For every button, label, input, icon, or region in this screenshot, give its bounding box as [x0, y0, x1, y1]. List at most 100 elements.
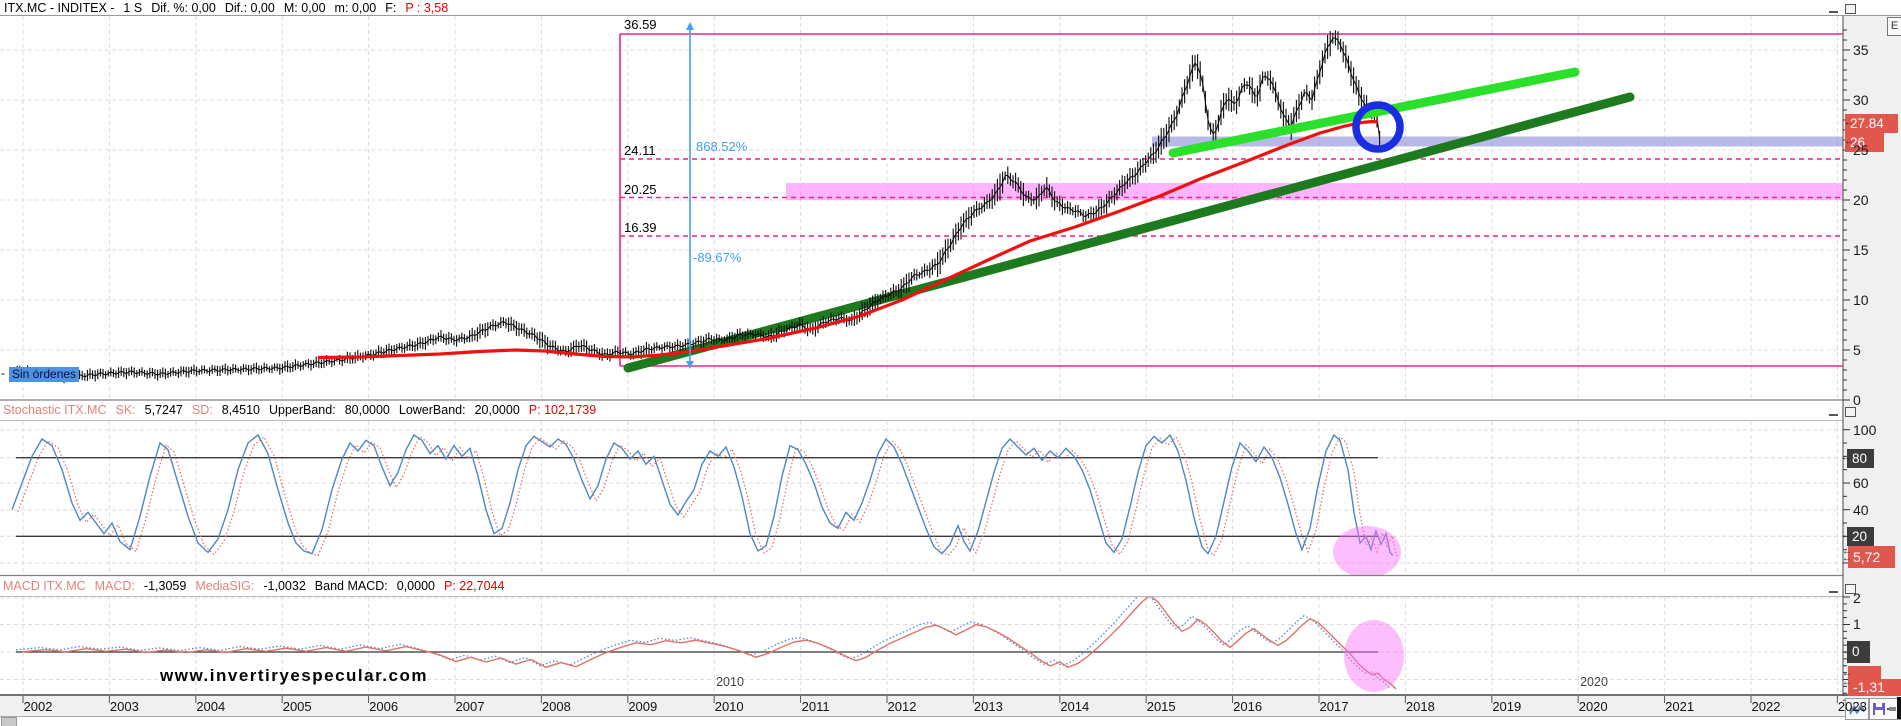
stoch-header-segment: UpperBand: — [268, 403, 336, 417]
minimize-icon[interactable] — [1829, 591, 1838, 593]
measure-down-percent: -89.67% — [693, 250, 742, 265]
stoch-current-badge: 5,72 — [1848, 546, 1895, 568]
watermark: www.invertiryespecular.com — [160, 666, 428, 685]
stoch-header-segment: 8,4510 — [221, 403, 260, 417]
save-layout-button[interactable] — [1869, 698, 1901, 720]
stoch-header-segment: SK: — [115, 403, 136, 417]
x-axis-year-label: 2012 — [887, 699, 917, 714]
maximize-icon[interactable] — [1845, 4, 1856, 14]
macd-signal-badge — [1848, 666, 1881, 679]
stoch-header-segment: 5,7247 — [144, 403, 183, 417]
x-axis-year-label: 2011 — [801, 699, 830, 714]
title-segment: P : 3,58 — [405, 1, 449, 15]
axis-arrow: ← — [1842, 546, 1852, 557]
macd-header: MACD ITX.MC MACD: -1,3059 MediaSIG: -1,0032 B… — [3, 579, 504, 593]
x-axis-year-label: 2017 — [1319, 699, 1349, 714]
stoch-axis-label: 60 — [1853, 475, 1869, 491]
macd-header-segment: -1,3059 — [143, 579, 187, 593]
stochastic-plot — [0, 421, 1843, 575]
level-label-box-top: 36.59 — [624, 17, 657, 32]
x-axis-year-label: 2016 — [1233, 699, 1263, 714]
level-label-fib-1: 24.11 — [624, 143, 656, 158]
x-axis-year-label: 2003 — [109, 699, 139, 714]
x-axis-year-label: 2008 — [541, 699, 571, 714]
price-sma-badge: 27.84 — [1845, 114, 1898, 133]
macd-zero-badge: 0 — [1847, 641, 1870, 663]
x-axis-year-label: 2010 — [714, 699, 744, 714]
macd-header-segment: MediaSIG: — [195, 579, 255, 593]
minimize-icon[interactable] — [1829, 11, 1838, 13]
title-segment: m: 0,00 — [334, 1, 377, 15]
level-label-fib-2: 20.25 — [624, 182, 657, 197]
stoch-header-segment: 80,0000 — [344, 403, 390, 417]
no-orders-tick: - — [1, 366, 5, 380]
stoch-header-segment: Stochastic ITX.MC — [3, 403, 107, 417]
x-axis-year-label: 2022 — [1751, 699, 1781, 714]
panel-window-controls — [1829, 583, 1856, 595]
macd-axis-label: 1 — [1853, 616, 1861, 632]
stoch-header-segment: P: 102,1739 — [528, 403, 597, 417]
axis-arrow: ← — [1841, 530, 1851, 541]
axis-arrow: ← — [1842, 553, 1852, 564]
x-axis-year-label: 2019 — [1492, 699, 1522, 714]
level-label-fib-3: 16.39 — [624, 220, 657, 235]
x-axis-year-label: 2021 — [1665, 699, 1695, 714]
price-axis-label: 35 — [1853, 42, 1869, 58]
macd-plot — [0, 597, 1843, 694]
macd-header-segment: Band MACD: — [314, 579, 388, 593]
zigzag-indicator-icon — [1849, 703, 1865, 715]
expand-button[interactable]: E — [1887, 17, 1901, 36]
title-segment: 1 S — [123, 1, 143, 15]
minimize-icon[interactable] — [1829, 414, 1838, 416]
price-axis-label: 25 — [1853, 142, 1869, 158]
save-floppy-icon — [1873, 703, 1896, 715]
stoch-header-segment: SD: — [191, 403, 213, 417]
stoch-upper-badge: 80 — [1847, 449, 1874, 468]
macd-header-segment: P: 22,7044 — [443, 579, 505, 593]
macd-header-segment: MACD ITX.MC — [3, 579, 86, 593]
x-axis-year-label: 2006 — [369, 699, 399, 714]
price-last-badge: 26 — [1845, 133, 1884, 152]
title-segment: ITX.MC - INDITEX - — [4, 1, 115, 15]
axis-arrow: ← — [1842, 668, 1852, 679]
title-segment: Dif. %: 0,00 — [151, 1, 216, 15]
measure-up-percent: 868.52% — [696, 139, 748, 154]
no-orders-label: Sin órdenes — [9, 367, 80, 382]
scroll-corner — [1, 717, 17, 726]
zigzag-indicator-button[interactable] — [1845, 698, 1869, 720]
stoch-header-segment: 20,0000 — [474, 403, 520, 417]
price-axis-label: 30 — [1853, 92, 1869, 108]
macd-current-badge: -1,31 — [1848, 679, 1901, 696]
price-axis-label: 15 — [1853, 242, 1869, 258]
stochastic-header: Stochastic ITX.MC SK: 5,7247 SD: 8,4510 Upper… — [3, 403, 596, 417]
axis-arrow: ← — [1842, 646, 1852, 657]
x-axis-year-label: 2014 — [1060, 699, 1090, 714]
stoch-axis-label: 100 — [1853, 422, 1877, 438]
price-axis-label: 10 — [1853, 292, 1869, 308]
x-axis-year-label: 2020 — [1578, 699, 1608, 714]
macd-header-segment: 0,0000 — [396, 579, 435, 593]
panel-window-controls — [1829, 406, 1856, 418]
maximize-icon[interactable] — [1845, 407, 1856, 417]
instrument-title-bar: ITX.MC - INDITEX - 1 S Dif. %: 0,00 Dif.: 0… — [4, 1, 448, 15]
axis-arrow: ← — [1842, 677, 1852, 688]
x-axis-year-label: 2005 — [282, 699, 312, 714]
title-segment: F: — [385, 1, 397, 15]
maximize-icon[interactable] — [1845, 584, 1856, 594]
x-axis-year-label: 2013 — [973, 699, 1003, 714]
decade-label-2020: 2020 — [1580, 675, 1608, 689]
stoch-lower-badge: 20 — [1847, 527, 1874, 546]
macd-header-segment: MACD: — [94, 579, 135, 593]
x-axis-year-label: 2009 — [628, 699, 658, 714]
x-axis-year-label: 2002 — [23, 699, 53, 714]
title-segment: Dif.: 0,00 — [224, 1, 275, 15]
title-segment: M: 0,00 — [283, 1, 326, 15]
x-axis-year-label: 2007 — [455, 699, 485, 714]
price-axis-label: 5 — [1853, 342, 1861, 358]
x-axis-year-label: 2018 — [1405, 699, 1435, 714]
price-axis-label: 20 — [1853, 192, 1869, 208]
x-axis-year-label: 2004 — [196, 699, 226, 714]
stoch-axis-label: 40 — [1853, 502, 1869, 518]
price-axis-label: 0 — [1853, 392, 1861, 408]
